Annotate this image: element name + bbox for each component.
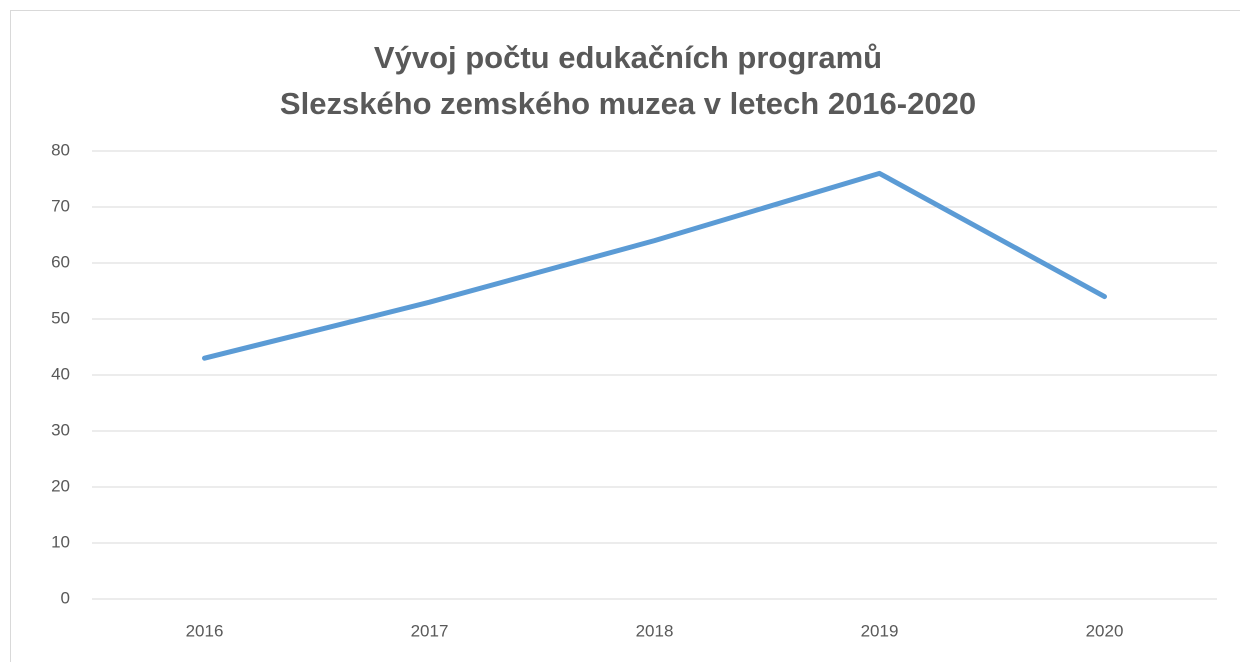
y-tick-label: 60 [51,252,70,271]
y-tick-label: 80 [51,140,70,159]
x-tick-label: 2019 [861,621,899,640]
chart-title: Slezského zemského muzea v letech 2016-2… [280,86,976,121]
chart-border [10,10,1240,662]
y-tick-label: 30 [51,420,70,439]
x-tick-label: 2020 [1086,621,1124,640]
x-tick-label: 2018 [636,621,674,640]
y-tick-label: 10 [51,532,70,551]
x-tick-label: 2017 [411,621,449,640]
y-tick-label: 20 [51,476,70,495]
y-tick-label: 0 [61,588,70,607]
y-tick-label: 50 [51,308,70,327]
y-tick-label: 40 [51,364,70,383]
x-tick-label: 2016 [186,621,224,640]
line-series [202,170,1107,361]
chart-title: Vývoj počtu edukačních programů [374,40,882,75]
y-tick-label: 70 [51,196,70,215]
